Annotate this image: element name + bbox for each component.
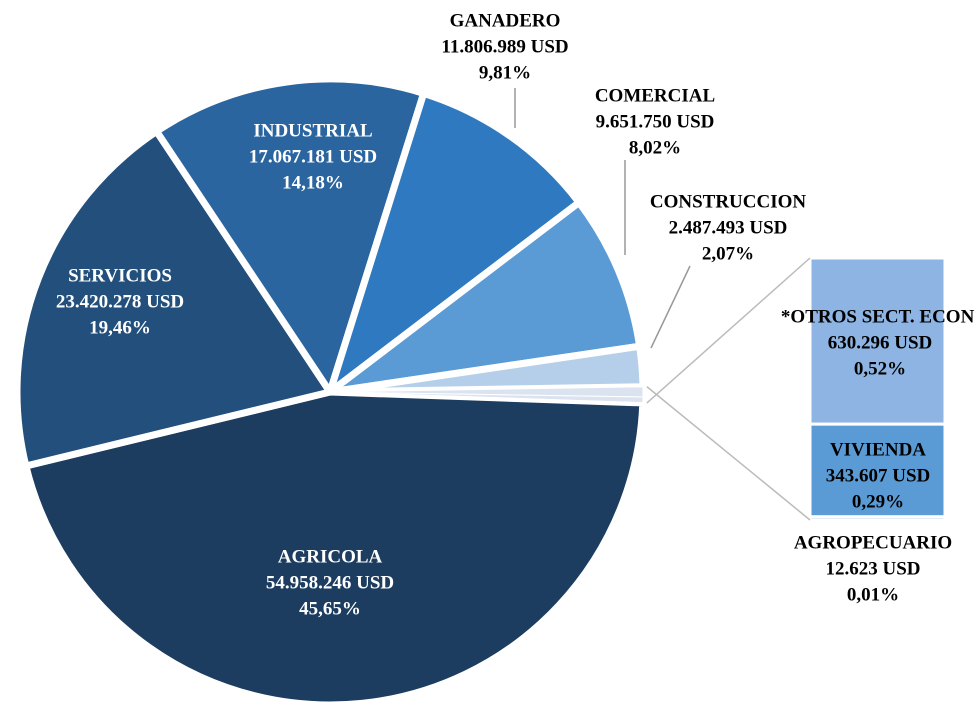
connector (646, 386, 811, 521)
slice-label: *OTROS SECT. ECON. (781, 306, 975, 327)
amount-label: 17.067.181 USD (249, 146, 377, 167)
leader-line (650, 265, 691, 349)
percent-label: 0,01% (847, 584, 899, 605)
slice-label: SERVICIOS (68, 265, 172, 286)
connector (646, 257, 811, 404)
slice-label: CONSTRUCCION (650, 191, 807, 212)
pie-slice (326, 198, 644, 396)
bar-segment (808, 256, 947, 426)
slice-label: AGRICOLA (278, 546, 383, 567)
slice-label: INDUSTRIAL (253, 120, 372, 141)
bar-segment (808, 422, 947, 519)
amount-label: 11.806.989 USD (441, 36, 568, 57)
slice-label: VIVIENDA (830, 439, 926, 460)
pie-slice (13, 127, 334, 470)
amount-label: 54.958.246 USD (266, 572, 394, 593)
amount-label: 630.296 USD (828, 332, 933, 353)
percent-label: 9,81% (479, 62, 531, 83)
amount-label: 343.607 USD (826, 465, 931, 486)
slice-label: COMERCIAL (595, 85, 715, 106)
pie-slice (326, 89, 583, 396)
amount-label: 2.487.493 USD (669, 217, 788, 238)
percent-label: 19,46% (89, 317, 151, 338)
percent-label: 14,18% (282, 172, 344, 193)
percent-label: 2,07% (702, 243, 754, 264)
percent-label: 0,29% (852, 491, 904, 512)
pie-slice (22, 388, 647, 702)
percent-label: 8,02% (629, 137, 681, 158)
pie-slice (329, 391, 644, 404)
slice-label: AGROPECUARIO (794, 532, 952, 553)
pie-slice (153, 75, 428, 396)
slice-label: GANADERO (450, 10, 561, 31)
percent-label: 45,65% (299, 598, 361, 619)
amount-label: 12.623 USD (825, 558, 920, 579)
amount-label: 9.651.750 USD (596, 111, 715, 132)
percent-label: 0,52% (854, 358, 906, 379)
bar-segment (808, 515, 947, 522)
amount-label: 23.420.278 USD (56, 291, 184, 312)
